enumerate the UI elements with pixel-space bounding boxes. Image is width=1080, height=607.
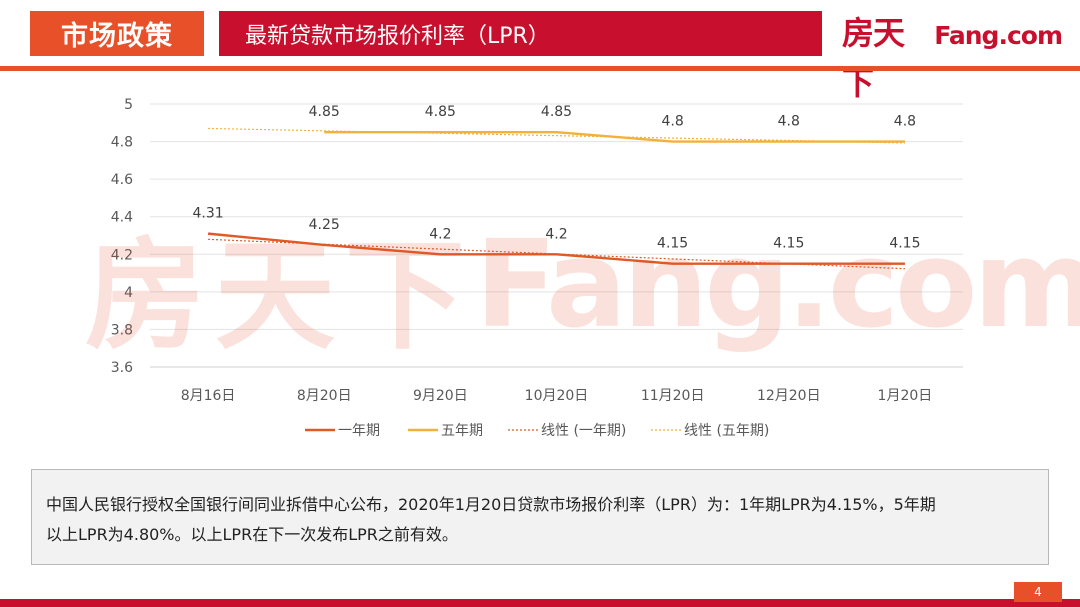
data-label: 4.8	[778, 114, 800, 130]
page-number-text: 4	[1034, 585, 1042, 599]
y-tick-label: 4	[124, 285, 133, 301]
legend-label: 线性 (一年期)	[541, 423, 626, 439]
x-tick-label: 8月16日	[181, 388, 236, 404]
section-label: 市场政策	[61, 21, 173, 52]
y-tick-label: 5	[124, 97, 133, 113]
x-tick-label: 10月20日	[525, 388, 589, 404]
x-tick-label: 1月20日	[878, 388, 933, 404]
data-label: 4.25	[309, 217, 340, 233]
header-divider	[0, 66, 1080, 71]
series-line-five-year	[324, 130, 905, 143]
logo-en: Fang.com	[934, 21, 1063, 50]
data-label: 4.85	[541, 104, 572, 120]
x-tick-label: 11月20日	[641, 388, 705, 404]
y-tick-label: 4.8	[111, 135, 133, 151]
page-title-text: 最新贷款市场报价利率（LPR）	[245, 23, 550, 49]
x-tick-label: 9月20日	[413, 388, 468, 404]
page-title: 最新贷款市场报价利率（LPR）	[219, 11, 822, 56]
y-tick-label: 3.8	[111, 322, 133, 338]
series-line-one-year	[207, 232, 905, 265]
data-label: 4.15	[657, 236, 688, 252]
footer-bar	[0, 599, 1080, 607]
data-label: 4.8	[894, 114, 916, 130]
legend-label: 五年期	[441, 423, 483, 439]
legend-label: 一年期	[338, 423, 380, 439]
x-tick-label: 8月20日	[297, 388, 352, 404]
data-label: 4.15	[889, 236, 920, 252]
fang-logo: 房天下 Fang.com	[842, 8, 1063, 102]
y-tick-label: 3.6	[111, 360, 133, 376]
note-line-2: 以上LPR为4.80%。以上LPR在下一次发布LPR之前有效。	[46, 525, 458, 544]
data-label: 4.2	[429, 226, 451, 242]
data-label: 4.31	[192, 206, 223, 222]
data-label: 4.85	[425, 104, 456, 120]
y-tick-label: 4.4	[111, 210, 133, 226]
legend-label: 线性 (五年期)	[684, 423, 769, 439]
y-tick-label: 4.6	[111, 172, 133, 188]
data-label: 4.2	[545, 226, 567, 242]
section-tag: 市场政策	[30, 11, 204, 56]
data-label: 4.15	[773, 236, 804, 252]
x-tick-label: 12月20日	[757, 388, 821, 404]
page-number: 4	[1014, 582, 1062, 602]
note-line-1: 中国人民银行授权全国银行间同业拆借中心公布，2020年1月20日贷款市场报价利率…	[46, 495, 936, 514]
note-box: 中国人民银行授权全国银行间同业拆借中心公布，2020年1月20日贷款市场报价利率…	[31, 469, 1049, 565]
data-label: 4.85	[309, 104, 340, 120]
data-label: 4.8	[662, 114, 684, 130]
y-tick-label: 4.2	[111, 247, 133, 263]
